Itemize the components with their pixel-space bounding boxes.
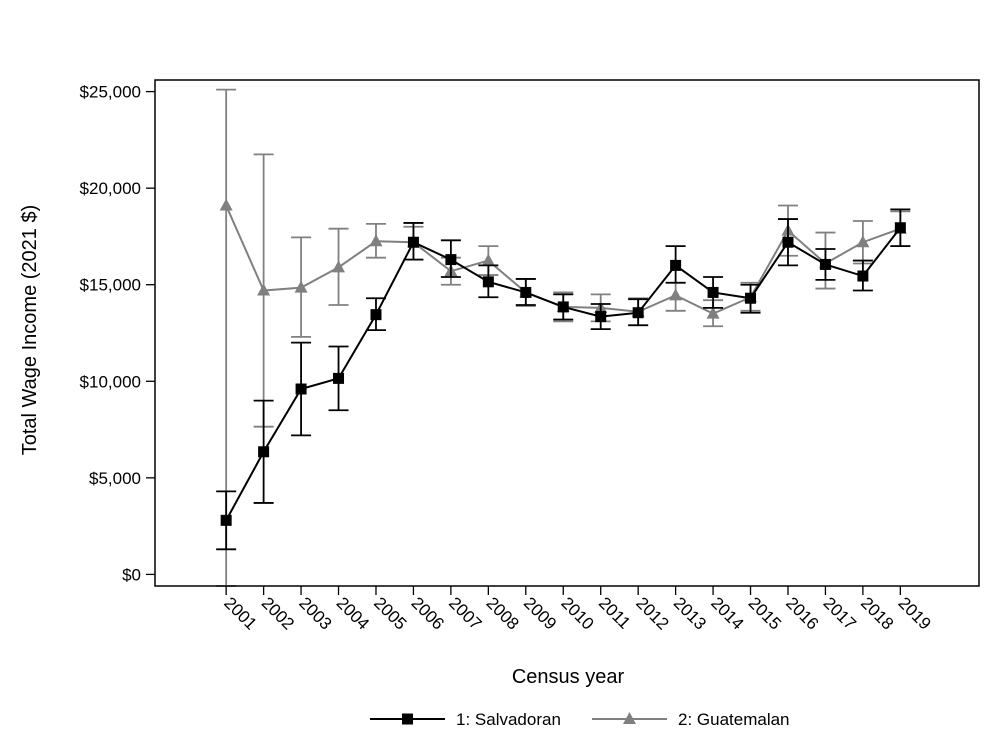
legend: 1: Salvadoran 2: Guatemalan [370,710,790,729]
data-point [745,292,757,304]
legend-marker [402,713,413,725]
legend-item-2: 2: Guatemalan [592,710,790,729]
y-tick-label: $15,000 [80,276,141,295]
data-point [257,283,271,296]
data-point [557,301,569,313]
data-point [482,276,494,288]
data-point [669,288,683,301]
data-point [258,446,270,458]
y-axis-label: Total Wage Income (2021 $) [19,205,41,456]
data-point [445,254,457,266]
data-point [706,306,720,319]
data-point [707,286,719,298]
data-point [219,198,233,211]
data-point [595,311,607,323]
legend-label: 1: Salvadoran [456,710,561,729]
series-layer [216,88,911,587]
data-point [894,222,906,234]
series-1 [216,208,911,551]
data-point [520,286,532,298]
x-axis-label: Census year [512,666,625,688]
y-tick-label: $25,000 [80,83,141,102]
legend-item-1: 1: Salvadoran [370,710,561,729]
data-point [670,259,682,271]
data-point [332,260,346,273]
data-point [857,270,869,282]
y-tick-label: $5,000 [89,469,141,488]
data-point [370,309,382,321]
data-point [295,383,307,395]
data-point [369,234,383,247]
data-point [856,235,870,248]
legend-marker [623,712,636,724]
data-point [220,514,232,526]
legend-label: 2: Guatemalan [678,710,790,729]
data-point [782,236,794,248]
data-point [333,372,345,384]
plot-frame [154,79,980,587]
data-point [481,253,495,266]
y-tick-label: $0 [122,565,141,584]
data-point [294,280,308,293]
data-point [819,258,831,270]
data-point [407,236,419,248]
y-tick-label: $10,000 [80,372,141,391]
y-tick-label: $20,000 [80,179,141,198]
data-point [632,307,644,319]
